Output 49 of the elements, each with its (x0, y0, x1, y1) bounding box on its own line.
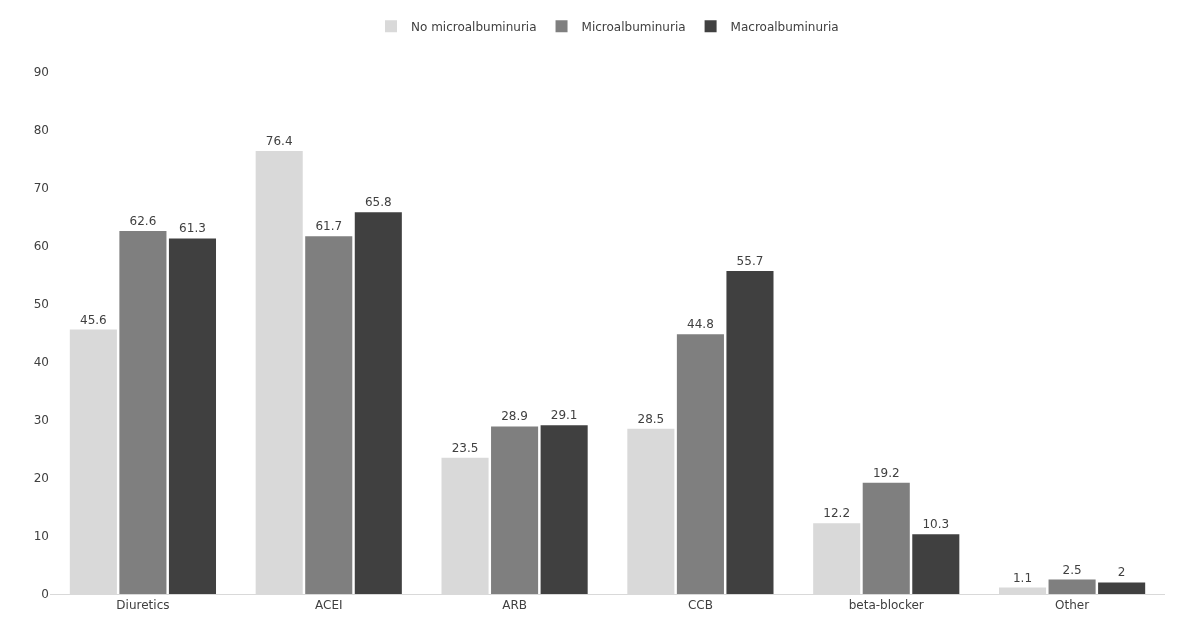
x-tick-label: Other (1055, 598, 1090, 613)
data-label: 2 (1117, 565, 1126, 580)
y-tick-label: 0 (41, 587, 49, 602)
data-label: 61.3 (179, 221, 206, 236)
data-label: 44.8 (687, 317, 714, 332)
y-tick-label: 30 (33, 413, 49, 428)
data-label: 10.3 (922, 517, 950, 532)
bar (491, 426, 539, 594)
bar (1048, 579, 1096, 594)
y-tick-label: 70 (33, 181, 49, 196)
bar (862, 482, 910, 594)
data-label: 1.1 (1012, 570, 1033, 585)
legend-label: No microalbuminuria (411, 19, 537, 34)
data-label: 45.6 (80, 312, 107, 327)
bar (1098, 582, 1146, 594)
y-tick-label: 10 (33, 529, 49, 544)
bar (676, 334, 724, 594)
data-label: 23.5 (451, 440, 479, 455)
x-tick-label: ARB (502, 598, 527, 613)
y-tick-label: 20 (33, 471, 49, 486)
x-tick-label: ACEI (315, 598, 343, 613)
data-label: 29.1 (550, 408, 578, 423)
data-label: 28.9 (501, 409, 528, 424)
bar (540, 425, 588, 594)
bar (305, 236, 353, 594)
x-tick-label: Diuretics (116, 598, 170, 613)
x-tick-label: beta-blocker (848, 598, 924, 613)
bar (168, 238, 217, 594)
data-label: 2.5 (1062, 562, 1082, 577)
bar (912, 534, 960, 594)
data-label: 19.2 (872, 465, 900, 480)
data-label: 62.6 (129, 213, 157, 228)
y-tick-label: 40 (33, 355, 49, 370)
y-tick-label: 60 (33, 239, 49, 254)
data-label: 28.5 (637, 411, 665, 426)
data-label: 61.7 (315, 219, 343, 234)
x-tick-label: CCB (687, 598, 713, 613)
bar (726, 270, 774, 594)
data-label: 12.2 (823, 506, 851, 521)
y-tick-label: 50 (33, 297, 49, 312)
data-label: 55.7 (736, 253, 764, 268)
data-label: 76.4 (265, 133, 293, 148)
legend-label: Macroalbuminuria (730, 19, 839, 34)
bar (354, 212, 402, 594)
data-label: 65.8 (364, 195, 392, 210)
y-tick-label: 90 (33, 65, 49, 80)
legend-label: Microalbuminuria (581, 19, 686, 34)
y-tick-label: 80 (33, 123, 49, 138)
bar (119, 230, 167, 594)
